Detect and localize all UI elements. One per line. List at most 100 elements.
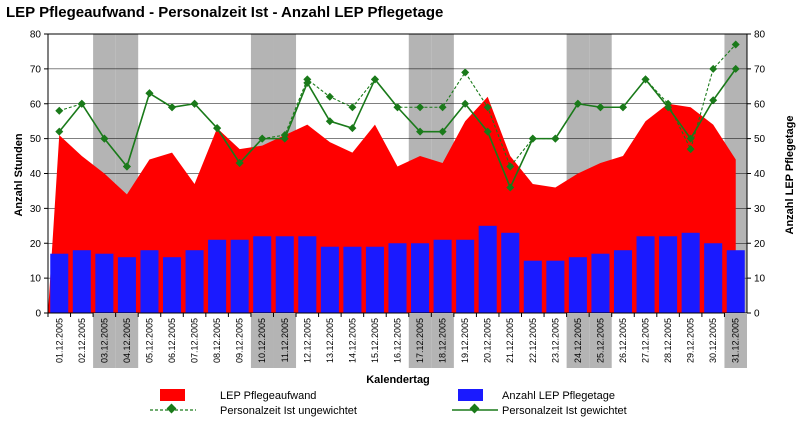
x-tick-label: 17.12.2005 (415, 318, 425, 363)
line-point (686, 145, 695, 154)
line-point (303, 78, 312, 87)
bar (546, 260, 565, 313)
x-tick-label: 19.12.2005 (460, 318, 470, 363)
line-point (145, 89, 154, 98)
y-tick-label: 80 (30, 30, 42, 41)
x-tick-label: 05.12.2005 (144, 318, 154, 363)
line-point (416, 103, 425, 112)
bar (659, 236, 678, 313)
legend-label-dashed: Personalzeit Ist ungewichtet (220, 405, 357, 417)
bar-series-layer (50, 225, 745, 313)
bar (365, 246, 384, 313)
bar (208, 239, 227, 313)
line-point (325, 92, 334, 101)
x-tick-label: 26.12.2005 (618, 318, 628, 363)
y2-tick-label: 0 (754, 309, 760, 320)
bar (117, 257, 136, 313)
line-point (596, 103, 605, 112)
y-tick-label: 30 (30, 204, 42, 215)
x-axis-ticks: 01.12.2005 02.12.2005 03.12.2005 04.12.2005… (47, 313, 747, 368)
x-tick-label: 10.12.2005 (257, 318, 267, 363)
line-point (506, 162, 515, 171)
line-point (506, 183, 515, 192)
bar (411, 243, 430, 313)
y-tick-label: 40 (30, 169, 42, 180)
line-point (235, 159, 244, 168)
line-point (370, 75, 379, 84)
x-tick-label: 14.12.2005 (347, 318, 357, 363)
y2-tick-label: 40 (754, 169, 766, 180)
bar (72, 250, 91, 313)
line-point (393, 103, 402, 112)
line-point (641, 75, 650, 84)
y-tick-label: 70 (30, 64, 42, 75)
chart-title: LEP Pflegeaufwand - Personalzeit Ist - A… (6, 4, 443, 21)
y2-tick-label: 10 (754, 274, 766, 285)
x-tick-label: 01.12.2005 (54, 318, 64, 363)
line-point (461, 68, 470, 77)
bar (275, 236, 294, 313)
x-tick-band (431, 313, 454, 368)
x-tick-label: 13.12.2005 (325, 318, 335, 363)
bar (523, 260, 542, 313)
x-tick-label: 03.12.2005 (99, 318, 109, 363)
line-point (77, 99, 86, 108)
y-tick-label: 10 (30, 274, 42, 285)
x-tick-band (93, 313, 116, 368)
line-point (709, 64, 718, 73)
bar (50, 253, 69, 313)
bar (478, 225, 497, 313)
x-tick-label: 30.12.2005 (708, 318, 718, 363)
x-tick-label: 08.12.2005 (212, 318, 222, 363)
line-point (618, 103, 627, 112)
line-point (280, 134, 289, 143)
line-series-layer (55, 40, 740, 192)
x-tick-label: 24.12.2005 (573, 318, 583, 363)
line-point (528, 134, 537, 143)
line-point (438, 103, 447, 112)
line-point (438, 127, 447, 136)
bar (185, 250, 204, 313)
bar (253, 236, 272, 313)
bar (704, 243, 723, 313)
line-point (325, 117, 334, 126)
y2-tick-label: 50 (754, 134, 766, 145)
x-tick-band (566, 313, 590, 368)
legend-marker-solid (469, 403, 480, 414)
y2-axis-label: Anzahl LEP Pflegetage (784, 116, 796, 235)
y2-tick-label: 80 (754, 30, 766, 41)
x-tick-label: 21.12.2005 (505, 318, 515, 363)
line-point (122, 162, 131, 171)
bar (433, 239, 452, 313)
line-point (686, 134, 695, 143)
line-point (483, 103, 492, 112)
y-axis-right-ticks: 0 10 20 30 40 50 60 70 80 (747, 30, 766, 320)
x-tick-label: 02.12.2005 (77, 318, 87, 363)
x-tick-label: 15.12.2005 (370, 318, 380, 363)
x-tick-label: 28.12.2005 (663, 318, 673, 363)
x-tick-label: 18.12.2005 (438, 318, 448, 363)
line-point (55, 106, 64, 115)
y-tick-label: 20 (30, 239, 42, 250)
x-tick-label: 16.12.2005 (393, 318, 403, 363)
bar (298, 236, 317, 313)
line-point (348, 124, 357, 133)
x-tick-label: 06.12.2005 (167, 318, 177, 363)
x-tick-label: 12.12.2005 (302, 318, 312, 363)
x-tick-band (408, 313, 432, 368)
x-tick-label: 23.12.2005 (550, 318, 560, 363)
bar (343, 246, 362, 313)
legend: LEP Pflegeaufwand Anzahl LEP Pflegetage … (150, 389, 627, 417)
legend-swatch-bar (458, 389, 483, 401)
legend-label-area: LEP Pflegeaufwand (220, 390, 316, 402)
bar (501, 232, 520, 313)
x-tick-label: 07.12.2005 (190, 318, 200, 363)
line-point (573, 99, 582, 108)
x-tick-label: 09.12.2005 (235, 318, 245, 363)
bar (140, 250, 159, 313)
bar (636, 236, 655, 313)
line-point (213, 124, 222, 133)
y-tick-label: 50 (30, 134, 42, 145)
x-tick-band (589, 313, 612, 368)
